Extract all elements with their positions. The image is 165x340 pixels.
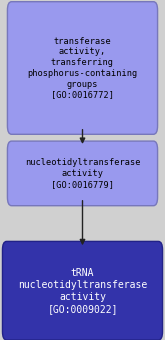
FancyBboxPatch shape <box>7 2 158 134</box>
FancyBboxPatch shape <box>2 241 163 340</box>
Text: transferase
activity,
transferring
phosphorus-containing
groups
[GO:0016772]: transferase activity, transferring phosp… <box>27 37 138 99</box>
Text: nucleotidyltransferase
activity
[GO:0016779]: nucleotidyltransferase activity [GO:0016… <box>25 158 140 189</box>
FancyBboxPatch shape <box>7 141 158 206</box>
Text: tRNA
nucleotidyltransferase
activity
[GO:0009022]: tRNA nucleotidyltransferase activity [GO… <box>18 268 147 314</box>
